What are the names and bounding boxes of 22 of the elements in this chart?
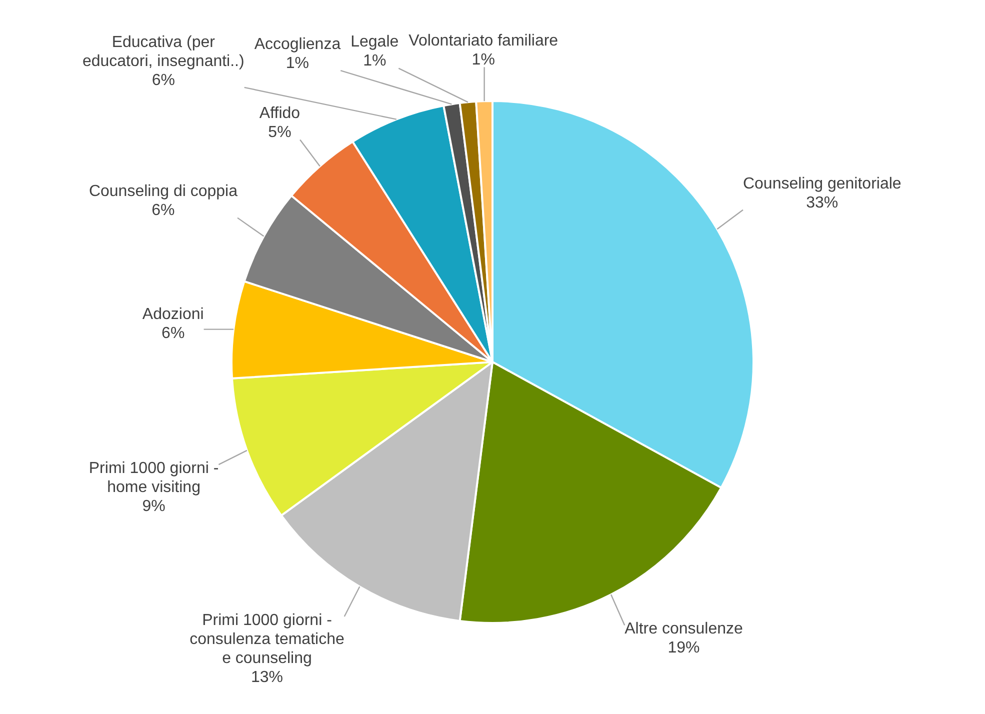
- data-label: 1%: [472, 52, 495, 69]
- data-label: 6%: [152, 202, 175, 220]
- data-label: 6%: [152, 72, 175, 89]
- slice-label: Accoglienza: [254, 36, 341, 53]
- data-label: 19%: [668, 640, 700, 657]
- slice-label: Legale: [350, 34, 399, 51]
- data-label: 9%: [142, 498, 166, 515]
- slice-label: Primi 1000 giorni - home visiting: [88, 460, 219, 496]
- data-label: 13%: [250, 668, 284, 686]
- slice-label: Volontariato familiare: [408, 32, 558, 50]
- data-label: 1%: [286, 54, 310, 72]
- slice-label: Adozioni: [142, 306, 204, 323]
- slice-label: Primi 1000 giorni - consulenza tematiche e counseling: [190, 612, 344, 667]
- data-label: 1%: [363, 52, 386, 70]
- data-label: 5%: [268, 124, 292, 142]
- data-label: 6%: [162, 324, 185, 342]
- slice-label: Affido: [259, 105, 300, 122]
- slice-label: Counseling genitoriale: [742, 175, 902, 192]
- data-label: 33%: [806, 194, 838, 212]
- slice-label: Educativa (per educatori, insegnanti..): [82, 34, 244, 70]
- slice-label: Altre consulenze: [624, 620, 743, 638]
- slice-label: Counseling di coppia: [88, 183, 238, 200]
